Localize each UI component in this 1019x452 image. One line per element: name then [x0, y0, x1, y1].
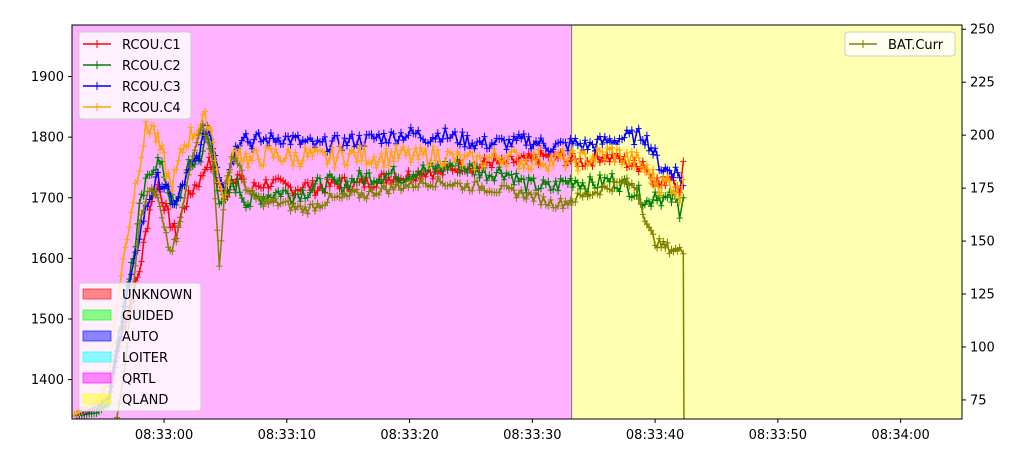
mode-legend: UNKNOWN GUIDED AUTO LOITER QRTL QLAND	[78, 282, 202, 412]
y-left-tick-label: 1600	[31, 252, 64, 267]
legend-label: RCOU.C3	[122, 80, 181, 95]
y-right-tick-label: 125	[970, 288, 995, 303]
series-markers	[114, 120, 687, 419]
y-right-tick-label: 150	[970, 235, 995, 250]
mode-swatch	[82, 372, 112, 384]
series-group	[72, 107, 687, 419]
x-tick-label: 08:33:10	[258, 428, 316, 443]
y-right-tick-label: 225	[970, 76, 995, 91]
mode-label: LOITER	[122, 351, 168, 366]
mode-label: AUTO	[122, 330, 159, 345]
y-right-tick-label: 175	[970, 182, 995, 197]
y-left-tick-label: 1900	[31, 70, 64, 85]
y-right-tick-label: 75	[970, 393, 987, 408]
legend-marker	[860, 40, 866, 48]
series-lines	[72, 107, 687, 419]
mode-region-qland	[571, 25, 962, 419]
mode-swatch	[82, 309, 112, 321]
mode-swatch	[82, 288, 112, 300]
y-right-tick-label: 200	[970, 129, 995, 144]
legend-marker	[94, 82, 100, 90]
battery-legend: BAT.Curr	[844, 31, 956, 57]
legend-box	[78, 282, 202, 412]
y-left-tick-label: 1400	[31, 373, 64, 388]
y-right-tick-label: 100	[970, 340, 995, 355]
legend-label: RCOU.C2	[122, 59, 181, 74]
x-tick-label: 08:33:40	[626, 428, 684, 443]
legend-label: BAT.Curr	[888, 38, 944, 53]
x-tick-label: 08:33:50	[749, 428, 807, 443]
series-bat-curr	[114, 120, 687, 419]
legend-label: RCOU.C4	[122, 101, 181, 116]
y-left-tick-label: 1700	[31, 191, 64, 206]
mode-swatch	[82, 351, 112, 363]
y-right-tick-label: 250	[970, 23, 995, 38]
mode-swatch	[82, 330, 112, 342]
x-tick-label: 08:33:30	[503, 428, 561, 443]
mode-label: GUIDED	[122, 309, 174, 324]
legend-marker	[94, 103, 100, 111]
mode-regions	[72, 25, 962, 419]
legend-marker	[94, 61, 100, 69]
mode-label: QLAND	[122, 393, 168, 408]
mode-swatch	[82, 393, 112, 405]
x-tick-label: 08:33:20	[380, 428, 438, 443]
x-tick-label: 08:34:00	[871, 428, 929, 443]
legend-marker	[94, 40, 100, 48]
legend-box	[78, 31, 192, 120]
plot-frame	[71, 24, 963, 420]
y-left-tick-label: 1500	[31, 312, 64, 327]
legend-label: RCOU.C1	[122, 38, 181, 53]
series-legend: RCOU.C1 RCOU.C2 RCOU.C3 RCOU.C4	[78, 31, 192, 120]
mode-label: QRTL	[122, 372, 156, 387]
x-tick-label: 08:33:00	[135, 428, 193, 443]
legend-box	[844, 31, 956, 57]
mode-label: UNKNOWN	[122, 288, 192, 303]
axes: 08:33:00 08:33:10 08:33:20 08:33:30 08:33:40…	[31, 23, 995, 443]
y-left-tick-label: 1800	[31, 131, 64, 146]
